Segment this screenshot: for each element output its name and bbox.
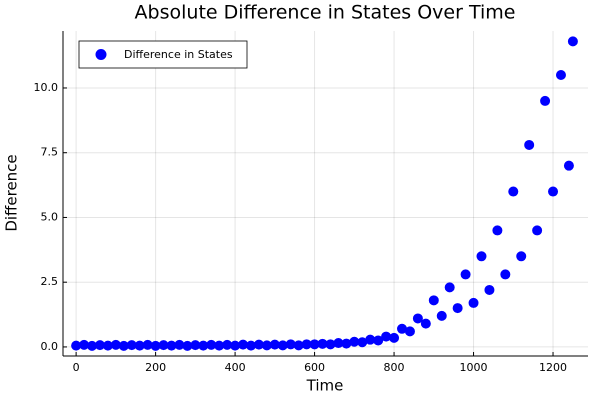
point [516,251,527,262]
point [548,186,559,197]
point [404,326,415,337]
point [444,282,455,293]
y-axis-label: Difference [3,154,21,231]
point [508,186,519,197]
x-tick-label: 400 [225,361,246,374]
x-tick-label: 600 [304,361,325,374]
point [428,295,439,306]
legend-box [78,40,248,69]
y-tick-label: 10.0 [34,81,59,94]
x-tick-label: 800 [384,361,405,374]
point [563,160,574,171]
point [452,303,463,314]
point [436,310,447,321]
point [492,225,503,236]
y-tick-label: 5.0 [41,210,59,223]
point [389,332,400,343]
point [484,284,495,295]
point [555,70,566,81]
x-tick-label: 1200 [539,361,567,374]
point [468,297,479,308]
legend-label: Difference in States [124,48,233,61]
y-tick-label: 2.5 [41,275,59,288]
x-tick-label: 1000 [460,361,488,374]
point [460,269,471,280]
x-tick-label: 200 [145,361,166,374]
point [524,139,535,150]
point [412,313,423,324]
legend-marker [95,49,107,60]
y-tick-label: 7.5 [41,146,59,159]
point [567,36,578,47]
point [373,335,384,346]
point [420,318,431,329]
y-tick-label: 0.0 [41,340,59,353]
chart-title: Absolute Difference in States Over Time [135,2,516,24]
point [532,225,543,236]
point [540,95,551,106]
x-axis-label: Time [306,377,344,395]
x-tick-label: 0 [73,361,80,374]
point [500,269,511,280]
point [476,251,487,262]
